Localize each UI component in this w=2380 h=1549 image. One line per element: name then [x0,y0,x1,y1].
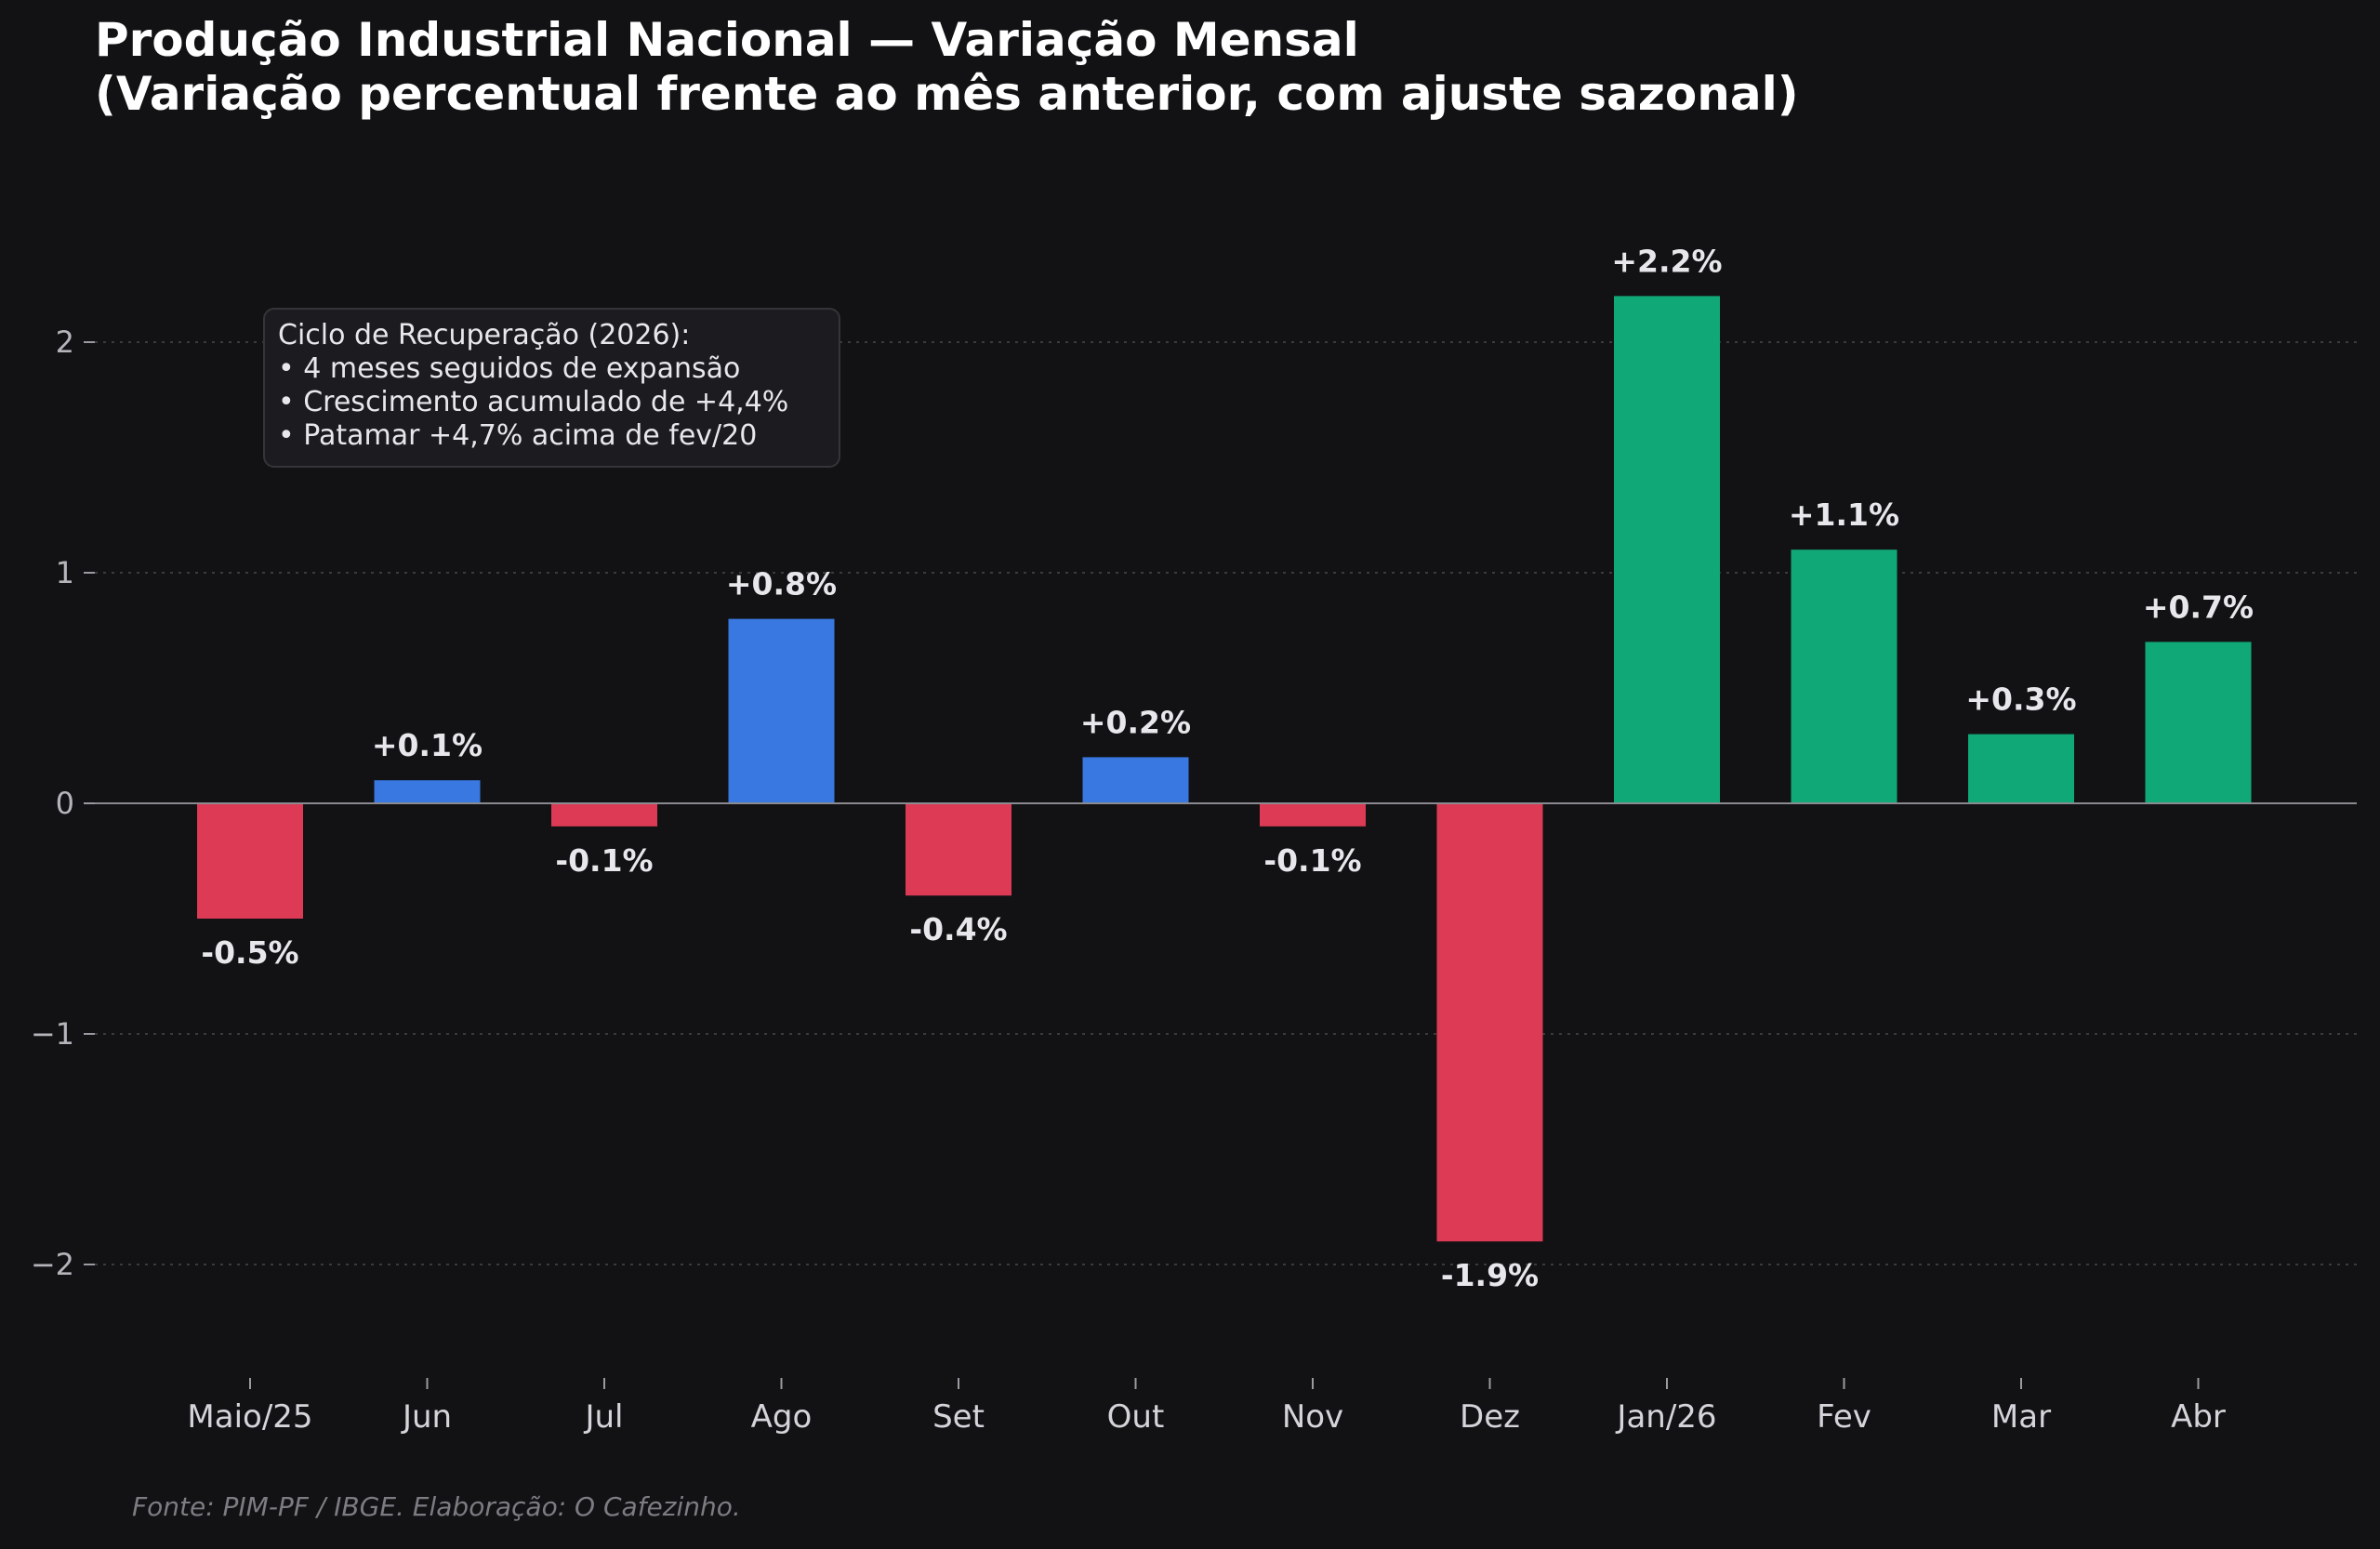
chart-title-line2: (Variação percentual frente ao mês anter… [95,67,1799,121]
x-tick-label: Nov [1282,1398,1343,1436]
y-tick-label: 1 [56,555,74,590]
annotation-line: • 4 meses seguidos de expansão [278,352,741,385]
bar [906,803,1012,896]
x-tick-label: Dez [1460,1398,1520,1436]
source-note: Fonte: PIM-PF / IBGE. Elaboração: O Cafe… [132,1491,741,1522]
data-label: -0.1% [555,842,653,879]
data-label: +0.8% [726,566,837,602]
bar [1082,757,1189,803]
data-label: +0.1% [372,727,483,763]
annotation-box: Ciclo de Recuperação (2026): • 4 meses s… [263,308,840,468]
x-tick-label: Abr [2171,1398,2226,1436]
data-label: +0.2% [1080,704,1191,740]
x-tick-label: Jan/26 [1615,1398,1716,1436]
bar [1436,803,1543,1242]
annotation-line: • Crescimento acumulado de +4,4% [278,386,789,418]
data-label: +0.3% [1965,682,2076,718]
y-tick-label: −2 [31,1247,74,1282]
data-label: -0.1% [1263,842,1361,879]
bar [728,618,835,803]
data-label: +1.1% [1789,496,1899,533]
annotation-line: • Patamar +4,7% acima de fev/20 [278,419,758,452]
bar [1791,549,1897,803]
x-tick-label: Mar [1991,1398,2051,1436]
x-tick-label: Maio/25 [187,1398,312,1436]
bar [1260,803,1366,827]
bar [374,780,481,803]
chart-title-line1: Produção Industrial Nacional — Variação … [95,13,1359,67]
data-label: +2.2% [1611,243,1722,279]
y-tick-label: 0 [56,786,74,821]
chart-title: Produção Industrial Nacional — Variação … [95,13,1799,121]
bar [1614,296,1720,803]
bar [551,803,657,827]
x-tick-label: Set [932,1398,985,1436]
y-tick-label: 2 [56,324,74,360]
annotation-title: Ciclo de Recuperação (2026): [278,319,691,351]
x-tick-label: Ago [751,1398,813,1436]
bar [1968,734,2074,803]
bar [2145,642,2252,803]
data-label: -1.9% [1441,1257,1539,1293]
y-tick-label: −1 [31,1016,74,1052]
x-tick-label: Jul [583,1398,623,1436]
x-tick-label: Out [1107,1398,1165,1436]
x-tick-label: Jun [401,1398,452,1436]
data-label: -0.5% [201,934,298,971]
data-label: +0.7% [2143,589,2254,625]
bar [197,803,303,919]
x-tick-label: Fev [1817,1398,1871,1436]
data-label: -0.4% [909,911,1007,947]
